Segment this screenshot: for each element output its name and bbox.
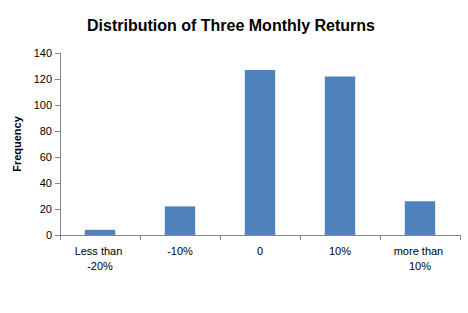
- svg-text:10%: 10%: [409, 260, 431, 272]
- svg-text:-10%: -10%: [167, 245, 193, 257]
- svg-text:0: 0: [257, 245, 263, 257]
- svg-text:20: 20: [40, 203, 52, 215]
- svg-text:80: 80: [40, 125, 52, 137]
- svg-text:Less than: Less than: [75, 245, 126, 257]
- svg-text:100: 100: [34, 99, 52, 111]
- svg-text:120: 120: [34, 73, 52, 85]
- svg-text:40: 40: [40, 177, 52, 189]
- svg-text:10%: 10%: [329, 245, 351, 257]
- svg-text:-20%: -20%: [87, 260, 113, 272]
- svg-text:Distribution of Three Monthly: Distribution of Three Monthly Returns: [87, 17, 375, 34]
- svg-text:Frequency: Frequency: [11, 115, 23, 172]
- svg-text:60: 60: [40, 151, 52, 163]
- svg-text:140: 140: [34, 47, 52, 59]
- svg-text:more than: more than: [394, 245, 447, 257]
- svg-text:0: 0: [46, 229, 52, 241]
